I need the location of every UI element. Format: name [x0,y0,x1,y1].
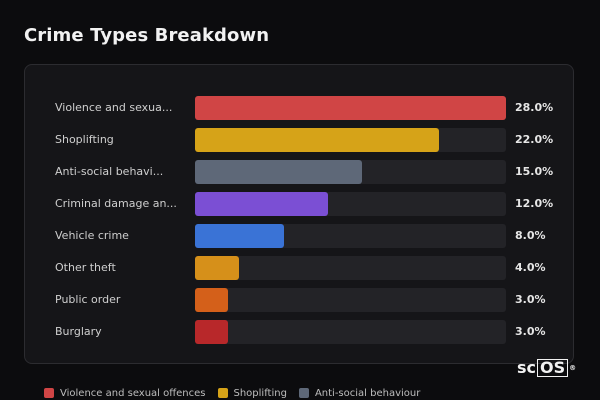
bar[interactable] [195,224,284,248]
legend-item[interactable]: Violence and sexual offences [44,388,206,399]
bar-track [195,224,506,248]
bar-track [195,128,506,152]
bar-category-label: Shoplifting [55,133,114,146]
bar[interactable] [195,96,506,120]
chart-panel: Violence and sexua... 28.0% Shoplifting 22.… [24,64,574,364]
bar[interactable] [195,320,228,344]
legend-label: Shoplifting [233,387,287,399]
bar-category-label: Vehicle crime [55,229,129,242]
bar-value-label: 15.0% [515,165,554,178]
bar[interactable] [195,256,239,280]
bar-row: Vehicle crime 8.0% [25,224,573,248]
bar-row: Other theft 4.0% [25,256,573,280]
legend-item[interactable]: Shoplifting [217,387,287,399]
bar-row: Shoplifting 22.0% [25,128,573,152]
logo-prefix: sc [517,358,537,377]
bar-category-label: Anti-social behavi... [55,165,164,178]
bar-value-label: 3.0% [515,325,546,338]
bar-category-label: Burglary [55,325,102,338]
bar-track [195,192,506,216]
legend-swatch [44,388,54,398]
legend-swatch [217,388,228,398]
bar-category-label: Violence and sexua... [55,101,173,114]
brand-logo: sc OS ® [517,358,576,377]
bar-row: Public order 3.0% [25,288,573,312]
bar-track [195,160,506,184]
bar[interactable] [195,288,228,312]
bar[interactable] [195,160,362,184]
bar[interactable] [195,128,439,152]
chart-title: Crime Types Breakdown [24,25,270,46]
bar-category-label: Other theft [55,261,116,274]
bar-track [195,96,506,120]
bar-track [195,288,506,312]
bar-value-label: 3.0% [515,293,546,306]
bar-value-label: 28.0% [515,101,554,114]
logo-boxed-text: OS [537,358,569,377]
legend-label: Violence and sexual offences [60,387,206,399]
bar-category-label: Criminal damage an... [55,197,177,210]
bar-row: Burglary 3.0% [25,320,573,344]
bar-value-label: 12.0% [515,197,554,210]
bar-value-label: 8.0% [515,229,546,242]
chart-legend: Violence and sexual offences Shoplifting A… [44,386,420,400]
bar-value-label: 22.0% [515,133,554,146]
bar-track [195,256,506,280]
bar-category-label: Public order [55,293,121,306]
bar-row: Criminal damage an... 12.0% [25,192,573,216]
legend-swatch [298,388,309,398]
bar-value-label: 4.0% [515,261,546,274]
bar[interactable] [195,192,328,216]
bar-row: Anti-social behavi... 15.0% [25,160,573,184]
bar-track [195,320,506,344]
bar-row: Violence and sexua... 28.0% [25,96,573,120]
legend-label: Anti-social behaviour [314,387,421,399]
legend-item[interactable]: Anti-social behaviour [298,387,421,399]
logo-registered-mark: ® [569,363,577,372]
